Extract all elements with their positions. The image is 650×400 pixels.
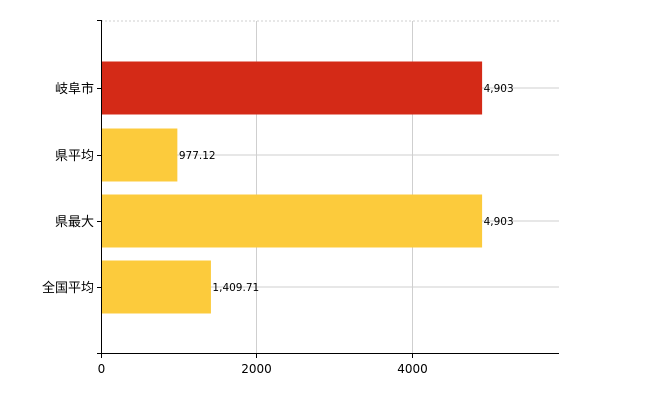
bar-1 xyxy=(101,128,178,182)
x-tick-label-2: 4000 xyxy=(397,362,428,376)
data-label-0: 4,903 xyxy=(484,83,514,95)
data-label-3: 1,409.71 xyxy=(212,282,259,294)
x-tick-labels: 0 2000 4000 xyxy=(98,362,428,376)
data-label-1: 977.12 xyxy=(179,150,216,162)
axes xyxy=(97,20,559,358)
x-tick-label-0: 0 xyxy=(98,362,106,376)
bar-3 xyxy=(101,260,211,314)
category-label-3: 全国平均 xyxy=(42,280,94,296)
bar-2 xyxy=(101,194,483,248)
bar-0 xyxy=(101,61,483,115)
x-tick-label-1: 2000 xyxy=(241,362,272,376)
bars xyxy=(101,61,483,314)
data-label-2: 4,903 xyxy=(484,216,514,228)
category-label-2: 県最大 xyxy=(55,215,94,230)
category-label-0: 岐阜市 xyxy=(55,81,94,97)
data-labels: 4,903 977.12 4,903 1,409.71 xyxy=(179,83,514,294)
category-label-1: 県平均 xyxy=(55,149,94,164)
